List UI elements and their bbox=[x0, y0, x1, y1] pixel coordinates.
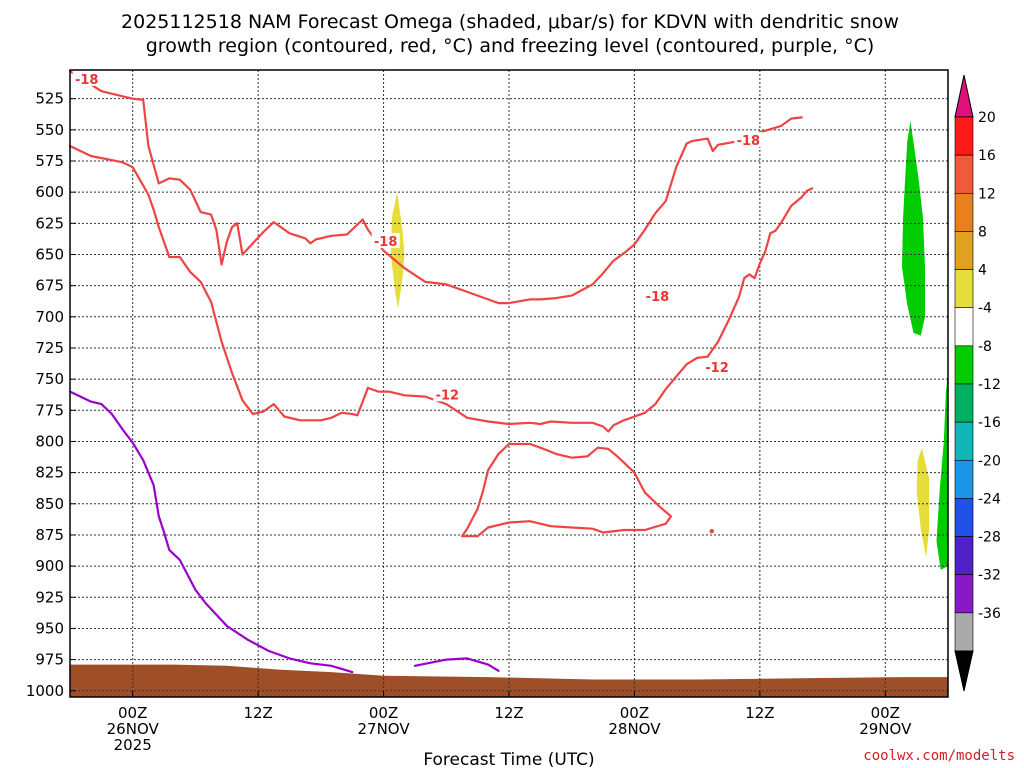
colorbar-label-13: -36 bbox=[978, 606, 1001, 622]
colorbar-label-0: 20 bbox=[978, 110, 996, 126]
contour-label-bg-2 bbox=[643, 287, 672, 303]
x-tick-label-30-1: 27NOV bbox=[358, 720, 411, 738]
chart-title-line-1: 2025112518 NAM Forecast Omega (shaded, μ… bbox=[121, 11, 899, 33]
contour-label-bg-3 bbox=[433, 386, 462, 402]
chart-title-line-2: growth region (contoured, red, °C) and f… bbox=[146, 35, 875, 57]
y-tick-label-650: 650 bbox=[35, 245, 64, 263]
dgz-small-dot bbox=[709, 529, 714, 534]
colorbar-seg-10 bbox=[954, 498, 974, 537]
colorbar-seg-6 bbox=[954, 345, 974, 385]
y-tick-label-700: 700 bbox=[35, 308, 64, 326]
contour-label-0: -18 bbox=[75, 73, 99, 88]
omega-shading bbox=[390, 121, 948, 570]
y-tick-label-575: 575 bbox=[35, 152, 64, 170]
y-axis-ticks: 525 550 575 600 625 650 675 700 725 750 775 800 825 8… bbox=[26, 90, 76, 700]
contour-labels: -18 -18 -18 -12 -12 -18 bbox=[72, 70, 763, 403]
colorbar-label-11: -28 bbox=[978, 530, 1001, 546]
x-tick-label-78-1: 29NOV bbox=[859, 720, 912, 738]
omega-shade-0 bbox=[390, 192, 405, 309]
omega-shade-2 bbox=[916, 447, 930, 558]
y-tick-label-550: 550 bbox=[35, 121, 64, 139]
colorbar-seg-12 bbox=[954, 574, 974, 614]
freezing_level-line-4 bbox=[413, 657, 500, 672]
contour-label-3: -12 bbox=[436, 388, 460, 403]
colorbar-seg-9 bbox=[954, 459, 974, 499]
x-tick-label-42-0: 12Z bbox=[494, 704, 523, 722]
omega-shade-1 bbox=[902, 121, 925, 336]
y-tick-label-750: 750 bbox=[35, 370, 64, 388]
y-tick-label-825: 825 bbox=[35, 464, 64, 482]
colorbar-label-12: -32 bbox=[978, 568, 1001, 584]
y-tick-label-875: 875 bbox=[35, 526, 64, 544]
contour-label-1: -18 bbox=[374, 235, 398, 250]
x-tick-label-66-0: 12Z bbox=[745, 704, 774, 722]
colorbar-label-3: 8 bbox=[978, 224, 987, 240]
x-tick-label-78-0: 00Z bbox=[871, 704, 900, 722]
colorbar-seg-8 bbox=[954, 421, 974, 461]
colorbar-label-8: -16 bbox=[978, 415, 1001, 431]
omega-shade-3 bbox=[936, 372, 948, 570]
freezing_level-line-3 bbox=[68, 390, 354, 674]
y-tick-label-950: 950 bbox=[35, 619, 64, 637]
colorbar-label-10: -24 bbox=[978, 491, 1001, 507]
x-tick-label-6-2: 2025 bbox=[114, 736, 152, 754]
y-tick-label-975: 975 bbox=[35, 651, 64, 669]
contour-label-5: -18 bbox=[737, 134, 761, 149]
colorbar-seg-5 bbox=[954, 307, 974, 347]
colorbar-seg-7 bbox=[954, 383, 974, 423]
contour-label-2: -18 bbox=[646, 290, 670, 305]
contour-label-bg-1 bbox=[371, 233, 400, 249]
x-tick-label-54-1: 28NOV bbox=[608, 720, 661, 738]
colorbar-seg-0 bbox=[954, 116, 974, 156]
y-tick-label-800: 800 bbox=[35, 432, 64, 450]
colorbar-label-6: -8 bbox=[978, 339, 992, 355]
colorbar-label-4: 4 bbox=[978, 263, 987, 279]
x-tick-label-18-0: 12Z bbox=[243, 704, 272, 722]
y-tick-label-850: 850 bbox=[35, 495, 64, 513]
colorbar-label-1: 16 bbox=[978, 148, 996, 164]
y-tick-label-675: 675 bbox=[35, 277, 64, 295]
colorbar-bottom-arrow bbox=[954, 650, 974, 692]
colorbar-seg-11 bbox=[954, 536, 974, 576]
credit-text: coolwx.com/modelts bbox=[863, 748, 1015, 764]
colorbar-label-7: -12 bbox=[978, 377, 1001, 393]
colorbar-label-2: 12 bbox=[978, 186, 996, 202]
y-tick-label-725: 725 bbox=[35, 339, 64, 357]
y-tick-label-1000: 1000 bbox=[26, 682, 64, 700]
terrain-surface bbox=[70, 664, 948, 697]
y-tick-label-775: 775 bbox=[35, 401, 64, 419]
colorbar-seg-1 bbox=[954, 154, 974, 194]
y-tick-label-900: 900 bbox=[35, 557, 64, 575]
colorbar-label-5: -4 bbox=[978, 301, 992, 317]
colorbar-seg-13 bbox=[954, 612, 974, 652]
contour-label-4: -12 bbox=[705, 361, 729, 376]
contour-label-bg-4 bbox=[703, 358, 732, 374]
x-tick-label-6-1: 26NOV bbox=[107, 720, 160, 738]
y-tick-label-925: 925 bbox=[35, 588, 64, 606]
x-tick-label-30-0: 00Z bbox=[369, 704, 398, 722]
grid-lines bbox=[70, 70, 948, 697]
colorbar-seg-4 bbox=[954, 269, 974, 309]
dgz_contour-line-1 bbox=[68, 144, 814, 433]
dgz_contour-line-2 bbox=[460, 442, 673, 538]
dgz_contour-line-0 bbox=[68, 70, 803, 305]
contour-label-bg-5 bbox=[734, 132, 763, 148]
x-tick-label-6-0: 00Z bbox=[118, 704, 147, 722]
colorbar-seg-3 bbox=[954, 231, 974, 270]
contour-label-bg-0 bbox=[72, 70, 101, 86]
y-tick-label-625: 625 bbox=[35, 214, 64, 232]
colorbar-seg-2 bbox=[954, 192, 974, 232]
x-tick-label-54-0: 00Z bbox=[620, 704, 649, 722]
contour-lines bbox=[68, 70, 814, 674]
y-tick-label-600: 600 bbox=[35, 183, 64, 201]
colorbar-label-9: -20 bbox=[978, 453, 1001, 469]
y-tick-label-525: 525 bbox=[35, 90, 64, 108]
terrain-fill bbox=[70, 664, 948, 697]
colorbar: 20 16 12 8 4 -4 -8 -12 -16 -20 -24 -28 -32 -36 bbox=[954, 74, 1001, 692]
x-axis-label: Forecast Time (UTC) bbox=[423, 750, 594, 768]
